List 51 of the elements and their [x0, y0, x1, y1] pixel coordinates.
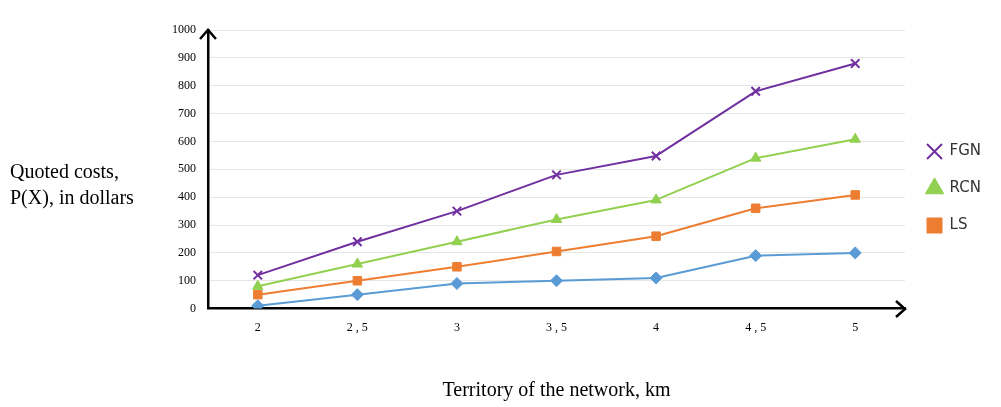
point [451, 235, 463, 246]
point [651, 231, 661, 241]
point [352, 276, 363, 286]
x-tick-label: 3 , 5 [546, 319, 568, 334]
y-tick-label: 700 [178, 105, 196, 120]
point [750, 203, 761, 214]
legend-label: FGN [949, 141, 982, 160]
y-tick-label: 500 [178, 161, 196, 176]
legend-label: RCN [949, 178, 981, 197]
point [749, 151, 762, 162]
point [649, 271, 663, 285]
point [550, 212, 563, 223]
point [450, 277, 464, 291]
y-tick-label: 0 [190, 300, 196, 315]
point [451, 205, 463, 217]
y-tick-label: 800 [178, 77, 196, 92]
point [749, 249, 763, 263]
x-tick-label: 2 , 5 [346, 319, 368, 334]
point [352, 236, 363, 247]
x-tick-label: 3 [453, 319, 460, 334]
point [750, 86, 761, 97]
x-tick-label: 2 [254, 319, 261, 334]
point [850, 58, 861, 69]
point [650, 150, 662, 162]
point [551, 246, 562, 257]
point [650, 193, 662, 204]
x-axis-title: Territory of the network, km [442, 378, 671, 401]
point [251, 299, 265, 309]
y-tick-label: 100 [178, 272, 196, 287]
y-tick-label: 600 [178, 133, 196, 148]
y-tick-label: 400 [178, 189, 196, 204]
y-tick-label: 200 [178, 245, 196, 260]
y-axis-title: Quoted costs, P(X), in dollars [10, 159, 135, 210]
point [850, 190, 860, 200]
x-tick-label: 5 [852, 319, 859, 334]
x-tick-label: 4 [653, 319, 660, 334]
point [551, 169, 562, 181]
point [350, 288, 364, 302]
point [351, 257, 364, 268]
point [252, 269, 264, 281]
point [849, 132, 861, 143]
point [550, 274, 564, 288]
point [848, 246, 862, 260]
legend-label: LS [949, 215, 968, 234]
point [452, 262, 462, 272]
point [252, 279, 264, 290]
point [253, 289, 263, 300]
y-tick-label: 300 [178, 217, 196, 232]
y-tick-label: 900 [178, 50, 196, 65]
y-tick-label: 1000 [172, 22, 196, 37]
x-tick-label: 4 , 5 [745, 319, 767, 334]
